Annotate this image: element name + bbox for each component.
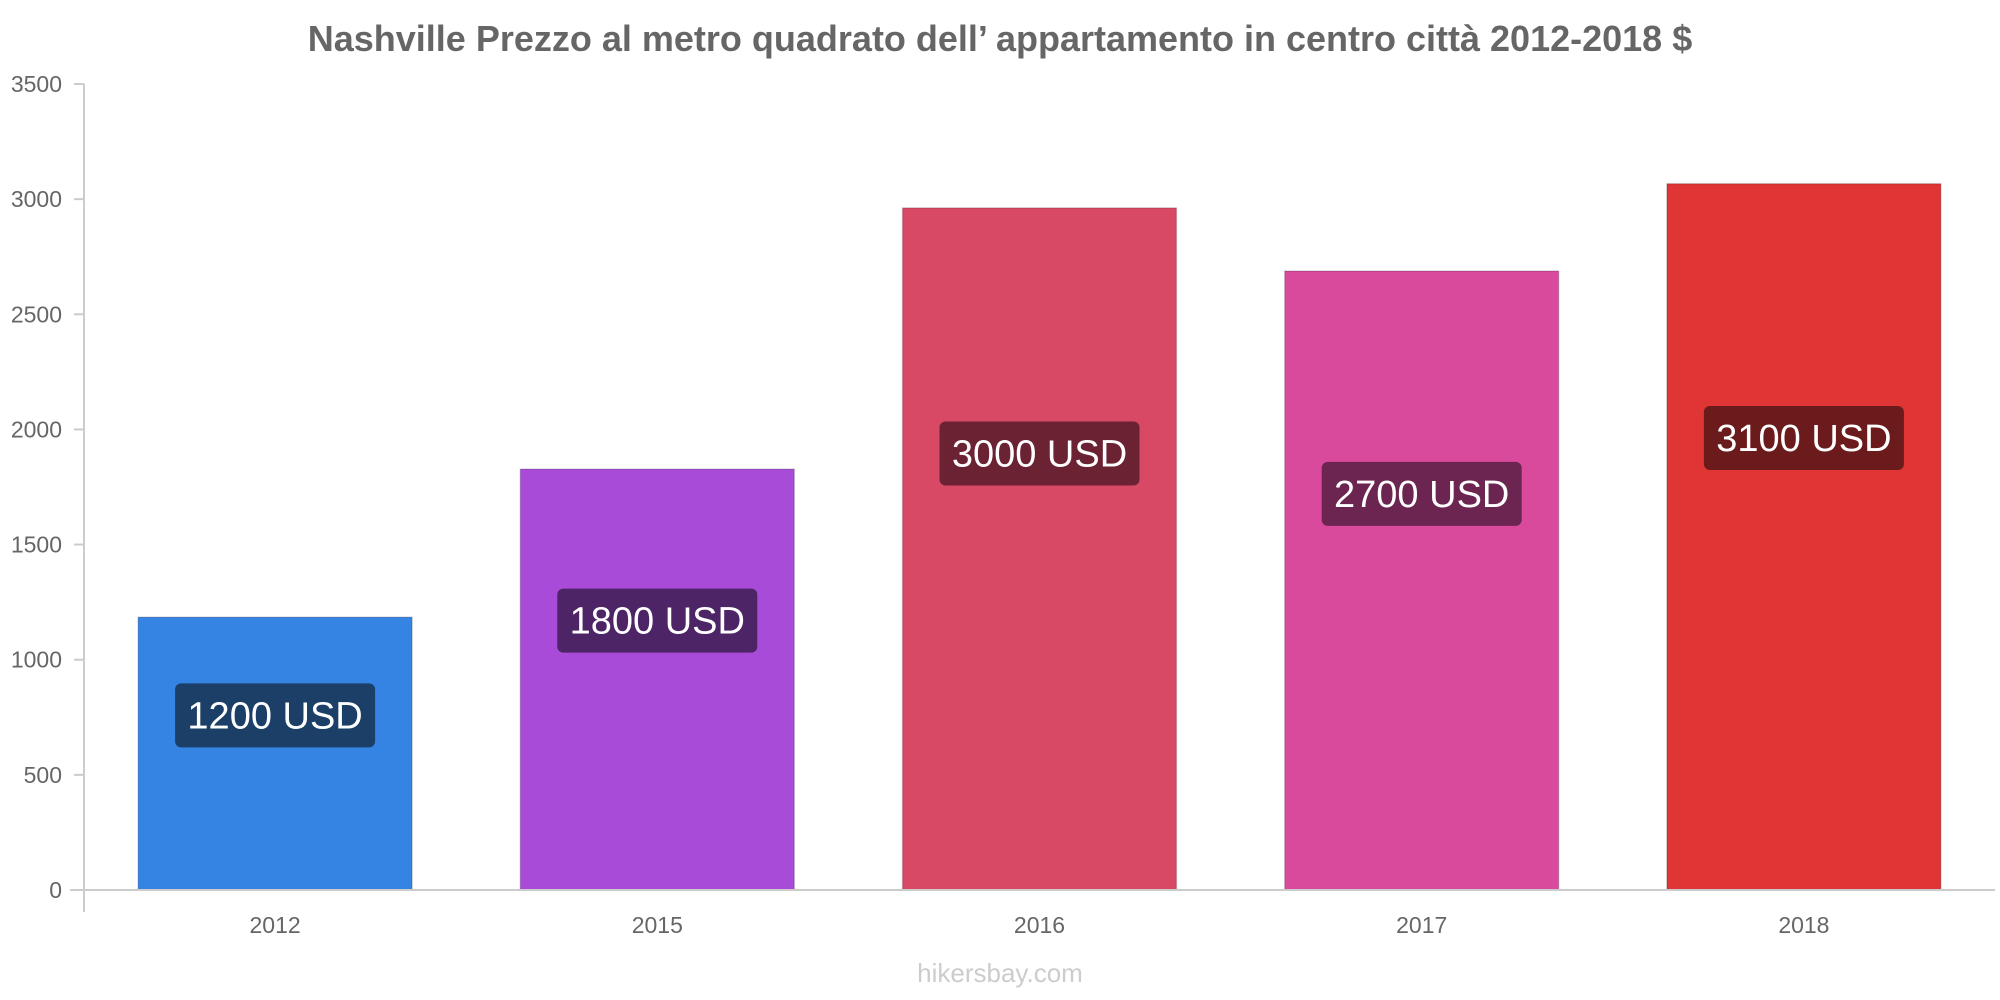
x-tick-label: 2012	[250, 912, 301, 938]
data-label-background	[939, 421, 1140, 486]
bars	[137, 182, 1942, 891]
y-tick-label: 3000	[11, 186, 62, 212]
bar-2016	[901, 207, 1178, 891]
data-label: 1200 USD	[187, 695, 362, 737]
data-label: 1800 USD	[570, 601, 745, 643]
y-tick-label: 1000	[11, 647, 62, 673]
data-label-background	[557, 588, 758, 653]
x-tick-label: 2015	[632, 912, 683, 938]
data-label-background	[1321, 461, 1522, 526]
data-label-background	[1703, 405, 1904, 470]
y-axis: 0 500 1000 1500 2000 2500 3000 3500	[11, 71, 85, 912]
data-label: 2700 USD	[1334, 474, 1509, 516]
x-tick-label: 2016	[1014, 912, 1065, 938]
bar-2018	[1666, 182, 1942, 891]
y-tick-label: 0	[49, 877, 62, 903]
data-label: 3100 USD	[1716, 418, 1891, 460]
y-tick-label: 2000	[11, 416, 62, 442]
bar-2015	[519, 468, 796, 891]
y-tick-label: 2500	[11, 301, 62, 327]
y-tick-label: 500	[24, 762, 62, 788]
chart-title: Nashville Prezzo al metro quadrato dell’…	[307, 18, 1693, 59]
y-tick-label: 3500	[11, 71, 62, 97]
bar-2017	[1283, 270, 1560, 891]
x-tick-label: 2017	[1396, 912, 1447, 938]
x-axis: 2012 2015 2016 2017 2018	[70, 889, 1995, 938]
data-label-background	[175, 683, 376, 748]
y-tick-label: 1500	[11, 532, 62, 558]
data-labels: 1200 USD 1800 USD 3000 USD 2700 USD 3100 USD	[175, 405, 1904, 748]
data-label: 3000 USD	[952, 433, 1127, 475]
bar-2012	[137, 616, 413, 891]
watermark: hikersbay.com	[917, 958, 1083, 988]
x-tick-label: 2018	[1778, 912, 1829, 938]
